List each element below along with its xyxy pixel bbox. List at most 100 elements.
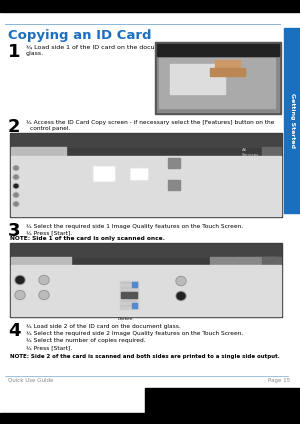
Bar — [11, 156, 281, 216]
Text: Normal: Normal — [16, 286, 31, 290]
Text: Lighten: Lighten — [118, 274, 134, 278]
Text: control panel.: control panel. — [30, 126, 70, 131]
Bar — [132, 303, 137, 308]
Text: ¾ Load side 2 of the ID card on the document glass.: ¾ Load side 2 of the ID card on the docu… — [26, 324, 181, 329]
Ellipse shape — [14, 175, 18, 179]
Text: Please place ID card on the Document Glass.: Please place ID card on the Document Gla… — [14, 140, 118, 145]
Text: 1: 1 — [268, 258, 273, 264]
Text: Lighten / Darken: 0: Lighten / Darken: 0 — [182, 166, 221, 170]
Text: ¾ Select the number of copies required.: ¾ Select the number of copies required. — [26, 338, 146, 343]
Text: NOTE: Side 2 of the card is scanned and both sides are printed to a single side : NOTE: Side 2 of the card is scanned and … — [10, 354, 280, 359]
Ellipse shape — [40, 276, 48, 284]
Text: Suppression: Off: Suppression: Off — [182, 170, 216, 173]
Text: On: On — [188, 278, 195, 283]
Text: Paper Supply: Paper Supply — [13, 158, 50, 163]
Bar — [155, 42, 281, 114]
Text: All
Services: All Services — [242, 148, 260, 156]
Text: Quick Use Guide: Quick Use Guide — [8, 378, 53, 383]
Text: Darken: Darken — [118, 317, 134, 321]
Bar — [262, 257, 281, 265]
Bar — [10, 133, 282, 217]
Text: Type: Normal: Type: Normal — [182, 162, 209, 167]
Ellipse shape — [13, 175, 19, 179]
Text: ¾ Select the required side 1 Image Quality features on the Touch Screen.: ¾ Select the required side 1 Image Quali… — [26, 224, 243, 229]
Ellipse shape — [15, 276, 25, 285]
Text: Getting Started: Getting Started — [215, 15, 257, 20]
Bar — [210, 68, 245, 76]
Ellipse shape — [15, 290, 25, 299]
Bar — [157, 44, 279, 56]
Text: Halftone Photo: Halftone Photo — [40, 286, 70, 290]
Text: Background Suppression: Background Suppression — [175, 267, 241, 272]
Ellipse shape — [13, 201, 19, 206]
Bar — [0, 12, 300, 28]
Bar — [0, 413, 300, 424]
Ellipse shape — [16, 292, 24, 298]
Bar — [0, 0, 300, 12]
Text: Page 15: Page 15 — [268, 378, 290, 383]
Text: ○ Image Quality - Side 2: ○ Image Quality - Side 2 — [182, 180, 239, 184]
Text: ¾ Access the ID Card Copy screen - if necessary select the [Features] button on : ¾ Access the ID Card Copy screen - if ne… — [26, 120, 275, 125]
Text: Ready to scan side 1.: Ready to scan side 1. — [14, 135, 70, 140]
Text: Tray 1 A4 □: Tray 1 A4 □ — [20, 183, 46, 187]
Ellipse shape — [14, 166, 18, 170]
Bar — [170, 64, 225, 94]
Bar — [132, 282, 137, 287]
Bar — [93, 166, 115, 182]
Ellipse shape — [176, 292, 186, 301]
Bar — [120, 281, 138, 309]
Bar — [11, 244, 281, 257]
Bar — [130, 168, 148, 180]
Ellipse shape — [39, 290, 49, 299]
Bar — [262, 147, 281, 156]
Text: ○ Image Quality - Side 1: ○ Image Quality - Side 1 — [182, 158, 239, 162]
Text: ¾ Press [Start].: ¾ Press [Start]. — [26, 230, 72, 235]
Text: More...: More... — [20, 201, 35, 205]
Text: ¾ Press [Start].: ¾ Press [Start]. — [26, 345, 72, 350]
Text: Save: Save — [262, 258, 272, 262]
Text: Type: Normal: Type: Normal — [182, 184, 209, 189]
Text: glass.: glass. — [26, 51, 44, 56]
Ellipse shape — [40, 292, 48, 298]
Ellipse shape — [14, 184, 18, 188]
Ellipse shape — [176, 276, 186, 285]
Bar — [168, 158, 180, 168]
Text: Tray 4 A4 □: Tray 4 A4 □ — [20, 165, 46, 169]
Ellipse shape — [14, 202, 18, 206]
Bar — [256, 257, 278, 265]
Bar — [168, 180, 180, 190]
Text: NOTE: Side 1 of the card is only scanned once.: NOTE: Side 1 of the card is only scanned… — [10, 236, 165, 241]
Text: Off: Off — [188, 293, 195, 298]
Ellipse shape — [14, 193, 18, 197]
Text: Please place ID card on the Document Glass.: Please place ID card on the Document Gla… — [14, 250, 118, 255]
Text: Copying an ID Card: Copying an ID Card — [8, 29, 152, 42]
Bar — [157, 44, 279, 112]
Text: ID Card Orientation: ID Card Orientation — [88, 158, 142, 163]
Ellipse shape — [16, 276, 24, 284]
Text: Lighten / Darken: 0: Lighten / Darken: 0 — [182, 188, 221, 192]
Text: Photo: Photo — [40, 301, 52, 305]
Ellipse shape — [177, 293, 185, 299]
Text: Ready to scan side 1.: Ready to scan side 1. — [14, 245, 70, 250]
Bar — [11, 265, 281, 316]
Bar — [233, 257, 257, 265]
Text: Normal: Normal — [118, 311, 134, 315]
Text: Getting Started: Getting Started — [290, 93, 295, 148]
Text: 4: 4 — [8, 322, 20, 340]
Bar — [210, 257, 232, 265]
Ellipse shape — [13, 192, 19, 198]
Text: ¾ Select the required side 2 Image Quality features on the Touch Screen.: ¾ Select the required side 2 Image Quali… — [26, 331, 243, 336]
Text: 3: 3 — [8, 222, 20, 240]
Text: Suppression: Off: Suppression: Off — [182, 192, 216, 195]
Text: Image Quality - Side 1: Image Quality - Side 1 — [14, 258, 65, 263]
Bar — [159, 58, 275, 108]
Text: Lighten / Darken: Lighten / Darken — [110, 267, 156, 272]
Text: 2: 2 — [8, 118, 20, 136]
Text: 1: 1 — [8, 43, 20, 61]
Bar — [11, 257, 71, 265]
Ellipse shape — [39, 276, 49, 285]
Bar — [131, 169, 147, 179]
Bar — [94, 167, 114, 180]
Text: Original Types: Original Types — [14, 267, 53, 272]
Text: Cancel: Cancel — [238, 258, 252, 262]
